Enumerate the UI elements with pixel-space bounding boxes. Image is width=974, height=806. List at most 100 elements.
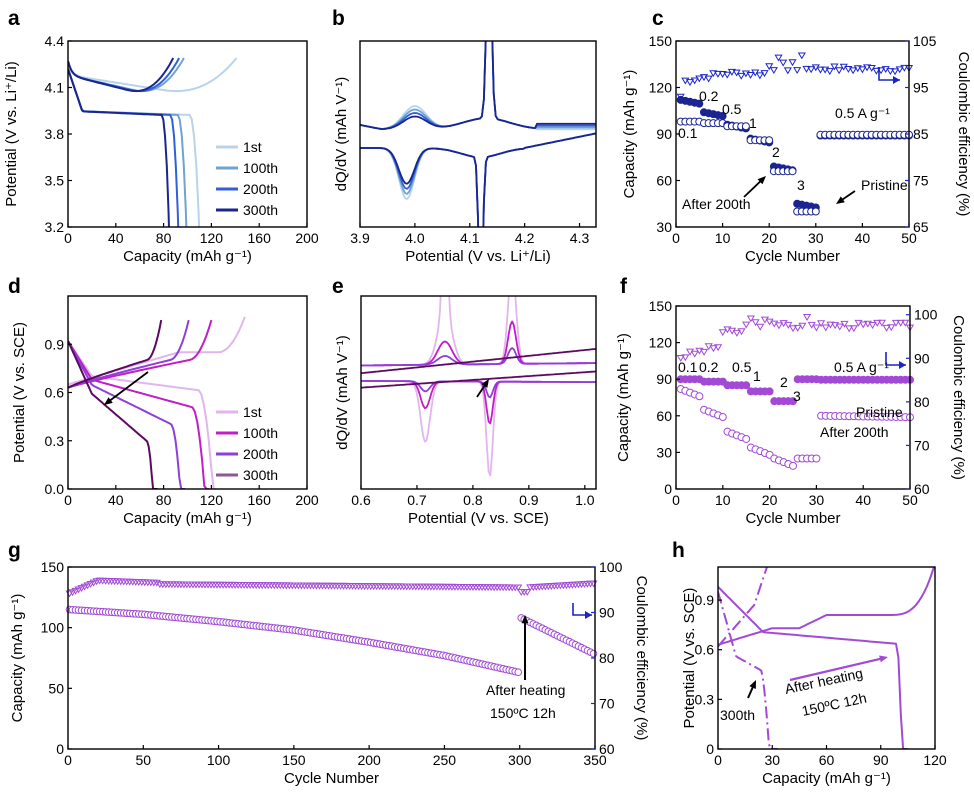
- f-rate-0.1: 0.1: [678, 359, 698, 375]
- e-x-axis-label: Potential (V vs. SCE): [408, 510, 549, 527]
- g-x-tick-label: 250: [433, 752, 457, 768]
- f-ce-point: [700, 348, 709, 356]
- d-x-tick-label: 80: [156, 492, 172, 508]
- c-ce-point: [886, 68, 895, 76]
- f-y2-tick-label: 70: [914, 437, 930, 453]
- g-y2-tick-label: 60: [599, 741, 615, 757]
- d-x-tick-label: 40: [108, 492, 124, 508]
- c-y2-tick-label: 95: [913, 80, 929, 96]
- g-x-tick-label: 0: [64, 752, 72, 768]
- c-y-tick-label: 30: [656, 219, 672, 235]
- b-x-tick-label: 4.1: [460, 230, 480, 246]
- b-anodic-1: [360, 41, 596, 130]
- f-y-tick-label: 90: [656, 371, 672, 387]
- c-ce-point: [718, 70, 727, 78]
- g-ce-point: [523, 588, 532, 596]
- h-300th-charge: [718, 567, 768, 648]
- a-y-tick-label: 4.1: [45, 80, 65, 96]
- c-ce-point: [849, 67, 858, 75]
- d-y-axis-label: Potential (V vs. SCE): [11, 322, 28, 463]
- g-ce-point: [514, 584, 523, 592]
- c-ce-point: [835, 67, 844, 75]
- d-charge-300th: [68, 319, 163, 389]
- b-x-tick-label: 4.3: [570, 230, 590, 246]
- h-x-tick-label: 0: [714, 752, 722, 768]
- f-rate-0.2: 0.2: [699, 359, 719, 375]
- a-frame: [67, 40, 308, 228]
- h-heating-condition-label: 150ºC 12h: [800, 690, 868, 719]
- g-x-tick-label: 350: [583, 752, 607, 768]
- f-ce-point: [868, 322, 877, 329]
- f-ce-point: [859, 321, 868, 329]
- f-ce-point: [891, 319, 901, 327]
- f-rate-0.5: 0.5: [732, 359, 752, 375]
- c-ce-point: [713, 70, 723, 78]
- a-discharge-300th: [68, 68, 170, 227]
- c-ce-point: [807, 66, 816, 74]
- d-x-axis-label: Capacity (mAh g⁻¹): [123, 510, 252, 527]
- c-ce-point: [890, 68, 900, 76]
- a-x-tick-label: 40: [108, 230, 124, 246]
- d-discharge-1st: [68, 340, 217, 489]
- b-anodic-0: [360, 41, 596, 131]
- e-cathodic-3: [361, 370, 596, 389]
- c-rate-2: 2: [772, 144, 780, 160]
- f-y-tick-label: 60: [656, 408, 672, 424]
- g-capacity-point: [514, 668, 523, 677]
- d-discharge-300th: [68, 340, 158, 489]
- h-y-tick-label: 0.6: [695, 642, 715, 658]
- f-ce-point: [812, 324, 821, 332]
- f-ce-point: [718, 329, 727, 337]
- a-y-tick-label: 3.2: [45, 219, 65, 235]
- f-y-tick-label: 0: [664, 481, 672, 497]
- b-x-tick-label: 4.0: [405, 230, 425, 246]
- f-ce-point: [742, 321, 751, 329]
- c-rate-0.1: 0.1: [678, 125, 698, 141]
- f-ce-point: [676, 354, 685, 362]
- c-rate-1: 1: [749, 115, 757, 131]
- c-ce-point: [685, 79, 695, 87]
- f-ce-point: [798, 322, 807, 330]
- g-y-tick-label: 150: [41, 559, 65, 575]
- c-ce-point: [741, 70, 750, 78]
- f-y2-tick-label: 90: [914, 350, 930, 366]
- f-y2-tick-label: 60: [914, 481, 930, 497]
- e-frame: [360, 295, 597, 490]
- h-y-tick-label: 0.9: [695, 592, 715, 608]
- f-ce-point: [756, 323, 765, 331]
- c-rate-0.2: 0.2: [699, 88, 719, 104]
- h-x-axis-label: Capacity (mAh g⁻¹): [762, 770, 891, 787]
- f-ce-axis-indicator-head: [899, 361, 906, 369]
- c-y-tick-label: 60: [656, 173, 672, 189]
- c-ce-point: [793, 67, 802, 75]
- g-ce-point: [80, 583, 89, 591]
- f-ce-point: [826, 321, 835, 329]
- d-y-tick-label: 0.6: [45, 385, 65, 401]
- g-panel-letter: g: [8, 539, 21, 562]
- g-after-heating-label: After heating: [486, 682, 565, 698]
- f-y-tick-label: 150: [649, 298, 673, 314]
- e-x-tick-label: 0.6: [351, 492, 371, 508]
- f-ce-point: [831, 322, 840, 330]
- c-after200-arrow: [743, 178, 764, 198]
- f-ce-point: [863, 320, 872, 328]
- c-y-tick-label: 150: [649, 33, 673, 49]
- f-ce-point: [817, 320, 826, 328]
- e-x-tick-label: 0.8: [463, 492, 483, 508]
- f-ce-point: [901, 319, 910, 327]
- c-after200-label: After 200th: [682, 196, 751, 212]
- g-y2-tick-label: 70: [599, 696, 615, 712]
- h-x-tick-label: 30: [764, 752, 780, 768]
- g-ce-point: [71, 587, 80, 595]
- f-x-tick-label: 0: [672, 492, 680, 508]
- g-ce-axis-indicator: [572, 603, 592, 616]
- c-ce-point: [737, 72, 746, 80]
- c-x-tick-label: 50: [901, 230, 917, 246]
- d-x-tick-label: 120: [200, 492, 224, 508]
- g-y2-tick-label: 90: [599, 605, 615, 621]
- a-x-tick-label: 200: [295, 230, 319, 246]
- g-x-tick-label: 50: [135, 752, 151, 768]
- g-x-axis-label: Cycle Number: [284, 770, 379, 787]
- f-aged-point: [812, 454, 821, 463]
- d-trend-arrow: [107, 371, 149, 403]
